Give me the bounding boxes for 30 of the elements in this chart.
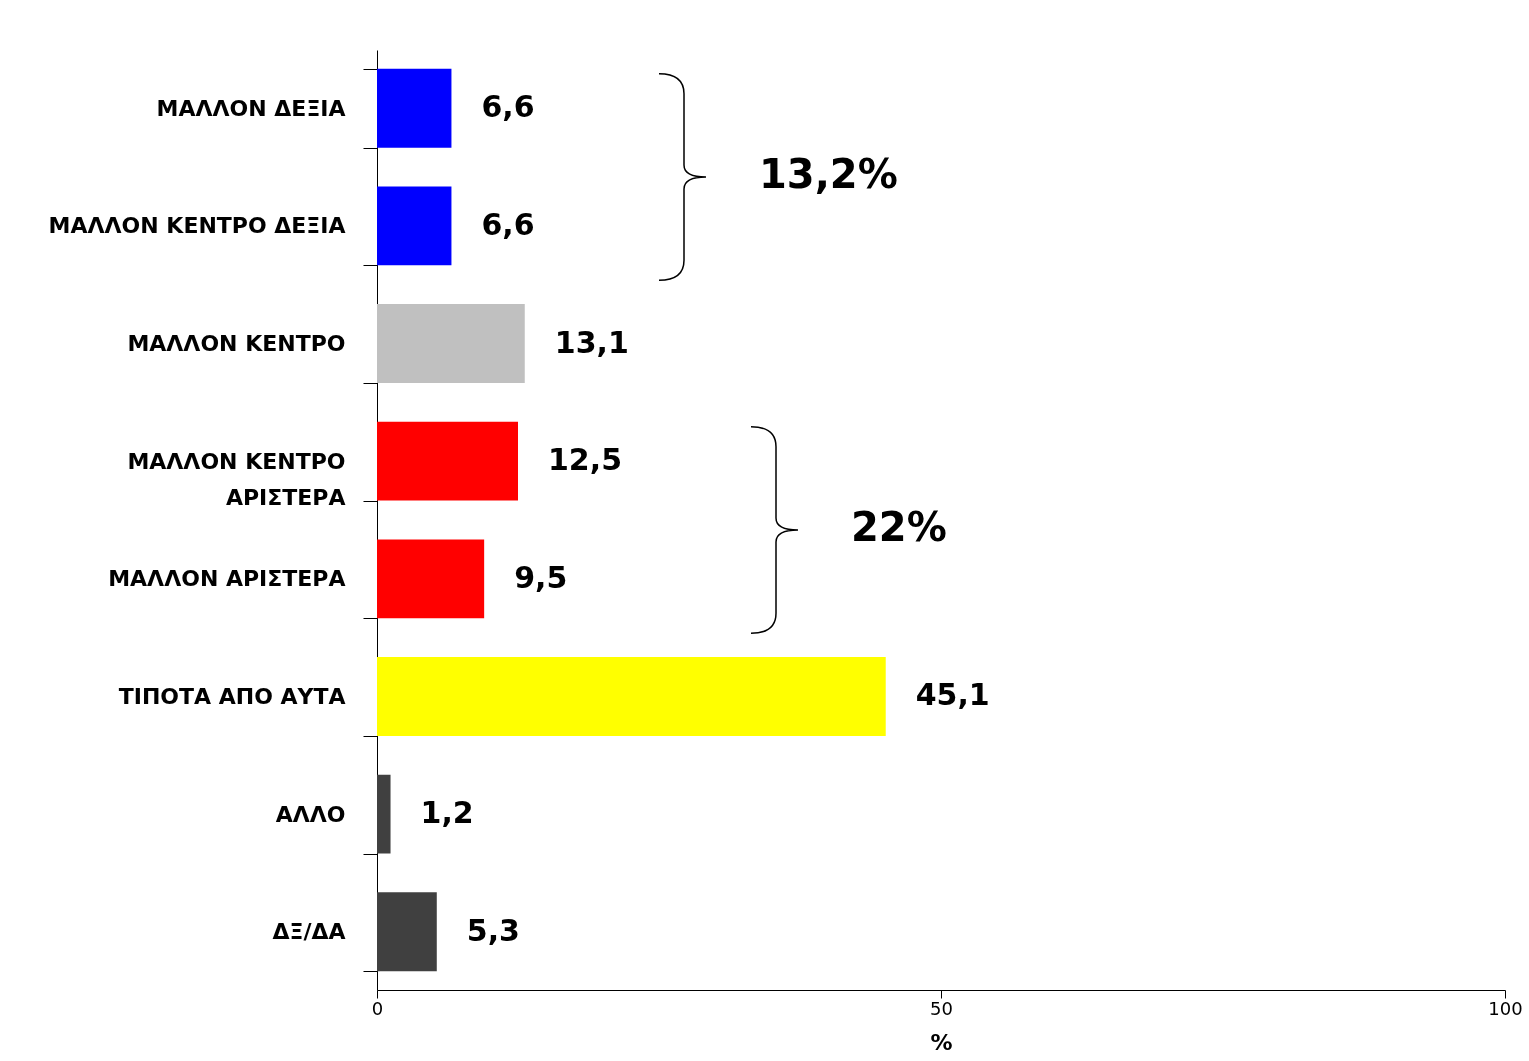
data-label: 6,6 — [481, 89, 535, 125]
x-tick-label: 0 — [371, 997, 384, 1019]
annotation: 13,2% — [759, 151, 898, 198]
bar — [377, 186, 452, 266]
data-label: 13,1 — [554, 324, 629, 360]
data-label: 6,6 — [481, 206, 535, 242]
bar — [377, 774, 391, 854]
y-tick-label: ΜΑΛΛΟΝ ΔΕΞΙΑ — [156, 95, 346, 121]
data-label: 45,1 — [915, 677, 990, 713]
y-tick-label: ΜΑΛΛΟΝ ΑΡΙΣΤΕΡΑ — [108, 566, 346, 592]
x-tick-label: 100 — [1488, 997, 1523, 1019]
data-label: 5,3 — [466, 912, 520, 948]
data-label: 1,2 — [420, 795, 474, 831]
y-tick-label: ΜΑΛΛΟΝ ΚΕΝΤΡΟ — [127, 331, 346, 357]
bar — [377, 68, 452, 148]
data-label: 12,5 — [548, 442, 623, 478]
data-label: 9,5 — [514, 559, 568, 595]
bar — [377, 304, 525, 383]
y-tick-label: ΤΙΠΟΤΑ ΑΠΟ ΑΥΤΑ — [118, 683, 346, 709]
y-tick-label: ΜΑΛΛΟΝ ΚΕΝΤΡΟ ΑΡΙΣΤΕΡΑ — [127, 448, 346, 510]
x-axis-title: % — [930, 1029, 953, 1055]
annotation: 22% — [851, 504, 947, 550]
bar — [377, 657, 886, 736]
bar — [377, 421, 518, 501]
y-tick-label: ΔΞ/ΔΑ — [272, 919, 346, 945]
x-tick-label: 50 — [930, 997, 953, 1019]
bar — [377, 539, 485, 619]
y-tick-label: ΜΑΛΛΟΝ ΚΕΝΤΡΟ ΔΕΞΙΑ — [48, 213, 346, 239]
y-tick-label: ΑΛΛΟ — [275, 801, 346, 827]
bar — [377, 892, 437, 972]
